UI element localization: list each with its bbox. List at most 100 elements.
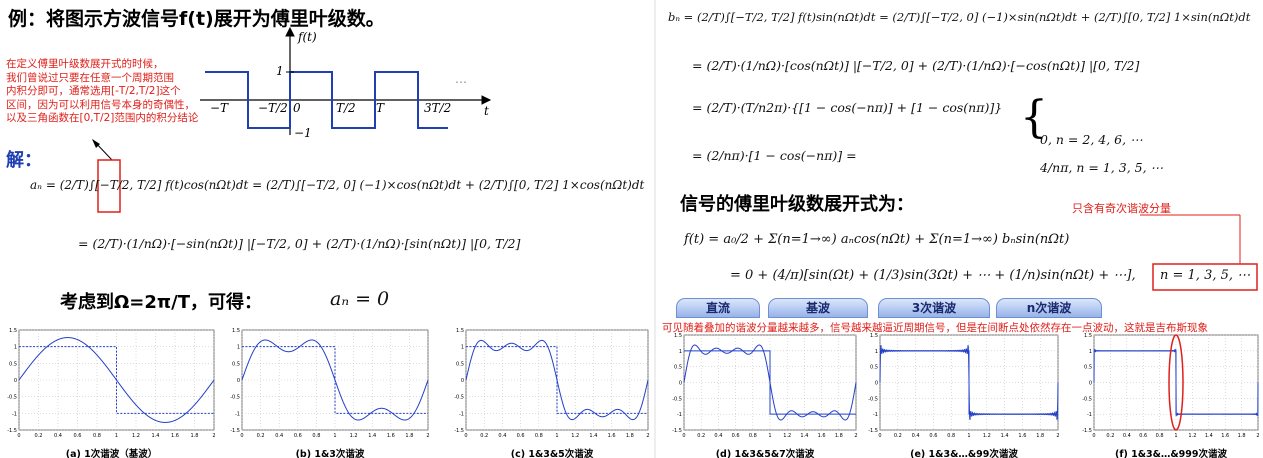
x-tick-label: 2 xyxy=(1056,433,1059,439)
caption: (b) 1&3次谐波 xyxy=(295,449,365,458)
x-tick-label: 0.6 xyxy=(294,433,302,439)
y-tick-label: 0 xyxy=(237,378,240,384)
x-tick-label: 0.2 xyxy=(35,433,43,439)
y-tick-label: -1 xyxy=(459,411,464,417)
y-tick-label: 1 xyxy=(1089,349,1092,355)
x-tick-label: 1 xyxy=(1174,433,1177,439)
x-tick-label: 0.8 xyxy=(749,433,757,439)
x-tick-label: 1.8 xyxy=(191,433,199,439)
x-tick-label: 0.4 xyxy=(275,433,283,439)
y-tick-label: 1.5 xyxy=(870,333,878,339)
x-tick-label: 2 xyxy=(212,433,215,439)
condition: n = 1, 3, 5, ⋯ xyxy=(1160,268,1251,283)
x-tick-label: 1.4 xyxy=(589,433,597,439)
x-tick-label: 0.6 xyxy=(1139,433,1147,439)
y-tick-label: 0 xyxy=(461,378,464,384)
x-tick-label: 0.4 xyxy=(498,433,506,439)
high-label: 1 xyxy=(276,64,284,78)
x-tick-label: 1.4 xyxy=(1001,433,1009,439)
y-tick-label: -0.5 xyxy=(230,395,240,401)
wave-tick-label: −T xyxy=(210,101,229,115)
x-tick-label: 0 xyxy=(1092,433,1095,439)
plot: 0 0.2 0.4 0.6 0.8 1 1.2 1.4 1.6 1.8 2 -1.5 -1 -0.5 0 0.… xyxy=(230,328,429,439)
y-tick-label: -1 xyxy=(677,412,682,418)
tab: 基波 xyxy=(768,298,868,318)
x-tick-label: 0.2 xyxy=(257,433,265,439)
ellipsis: … xyxy=(455,72,467,86)
y-tick-label: -1 xyxy=(873,412,878,418)
y-tick-label: 0 xyxy=(875,381,878,387)
y-tick-label: 1.5 xyxy=(232,328,240,334)
y-tick-label: -1 xyxy=(1087,412,1092,418)
y-tick-label: -1 xyxy=(12,411,17,417)
partial-sum-curve xyxy=(18,337,215,423)
x-tick-label: 0.8 xyxy=(93,433,101,439)
y-tick-label: -1.5 xyxy=(7,428,17,434)
x-tick-label: 2 xyxy=(646,433,649,439)
y-axis-label: f(t) xyxy=(298,30,317,44)
x-tick-label: 1.6 xyxy=(387,433,395,439)
y-tick-label: 1 xyxy=(875,349,878,355)
x-tick-label: 0.6 xyxy=(732,433,740,439)
solution-label: 解： xyxy=(6,150,42,171)
partial-sum-curve xyxy=(683,344,857,421)
caption: (c) 1&3&5次谐波 xyxy=(510,449,594,458)
x-tick-label: 1.8 xyxy=(405,433,413,439)
low-label: −1 xyxy=(294,126,312,140)
caption: (d) 1&3&5&7次谐波 xyxy=(715,449,815,458)
limits-highlight xyxy=(97,159,121,213)
x-tick-label: 0.8 xyxy=(947,433,955,439)
tab: 直流 xyxy=(676,298,760,318)
x-tick-label: 0.6 xyxy=(74,433,82,439)
case: 4/nπ, n = 1, 3, 5, ⋯ xyxy=(1040,160,1164,175)
x-tick-label: 1.2 xyxy=(571,433,579,439)
x-tick-label: 0.2 xyxy=(1106,433,1114,439)
y-tick-label: -1.5 xyxy=(672,428,682,434)
wave-tick-label: T/2 xyxy=(336,101,356,115)
y-tick-label: 1.5 xyxy=(674,333,682,339)
x-tick-label: 0.8 xyxy=(1156,433,1164,439)
x-tick-label: 1.6 xyxy=(171,433,179,439)
x-tick-label: 0.4 xyxy=(912,433,920,439)
y-tick-label: 0.5 xyxy=(870,365,878,371)
caption: (f) 1&3&…&999次谐波 xyxy=(1114,449,1228,458)
formula: bₙ = (2/T)∫[−T/2, T/2] f(t)sin(nΩt)dt = … xyxy=(668,10,1251,24)
x-tick-label: 0.6 xyxy=(929,433,937,439)
y-tick-label: 0 xyxy=(14,378,17,384)
y-tick-label: -1.5 xyxy=(868,428,878,434)
x-tick-label: 0.4 xyxy=(714,433,722,439)
x-tick-label: 1 xyxy=(768,433,771,439)
x-tick-label: 0.8 xyxy=(312,433,320,439)
x-tick-label: 0.6 xyxy=(517,433,525,439)
formula: = (2/T)·(T/n2π)·{[1 − cos(−nπ)] + [1 − c… xyxy=(692,100,1003,115)
y-tick-label: 0.5 xyxy=(1084,365,1092,371)
note-line: 以及三角函数在[0,T/2]范围内的积分结论 xyxy=(6,112,199,124)
plot: 0 0.2 0.4 0.6 0.8 1 1.2 1.4 1.6 1.8 2 -1.5 -1 -0.5 0 0.… xyxy=(672,333,857,439)
conclusion: 考虑到Ω=2π/T，可得： xyxy=(60,292,262,313)
x-tick-label: 0 xyxy=(682,433,685,439)
wave-tick-label: T xyxy=(376,101,385,115)
note-line: 内积分即可，通常选用[-T/2,T/2]这个 xyxy=(6,85,181,97)
x-tick-label: 1.4 xyxy=(800,433,808,439)
partial-sum-curve xyxy=(465,339,649,421)
x-tick-label: 0 xyxy=(464,433,467,439)
x-tick-label: 1.8 xyxy=(835,433,843,439)
y-tick-label: 0 xyxy=(679,381,682,387)
partial-sum-curve xyxy=(1093,348,1259,417)
x-tick-label: 1.4 xyxy=(152,433,160,439)
x-tick-label: 2 xyxy=(1256,433,1259,439)
tab: n次谐波 xyxy=(996,298,1102,318)
formula: = (2/nπ)·[1 − cos(−nπ)] = xyxy=(692,148,857,163)
square-wave-sketch xyxy=(200,26,492,135)
x-tick-label: 0.8 xyxy=(535,433,543,439)
wave-tick-label: 3T/2 xyxy=(424,101,452,115)
x-tick-label: 1.4 xyxy=(1205,433,1213,439)
caption: (e) 1&3&…&99次谐波 xyxy=(910,449,1018,458)
x-tick-label: 0.2 xyxy=(697,433,705,439)
plot: 0 0.2 0.4 0.6 0.8 1 1.2 1.4 1.6 1.8 2 -1.5 -1 -0.5 0 0.… xyxy=(454,328,649,439)
note-line: 我们曾说过只要在任意一个周期范围 xyxy=(6,71,174,84)
formula: = (2/T)·(1/nΩ)·[−sin(nΩt)] |[−T/2, 0] + … xyxy=(78,236,521,251)
y-tick-label: -1.5 xyxy=(1082,428,1092,434)
gibbs-highlight xyxy=(1168,334,1184,431)
